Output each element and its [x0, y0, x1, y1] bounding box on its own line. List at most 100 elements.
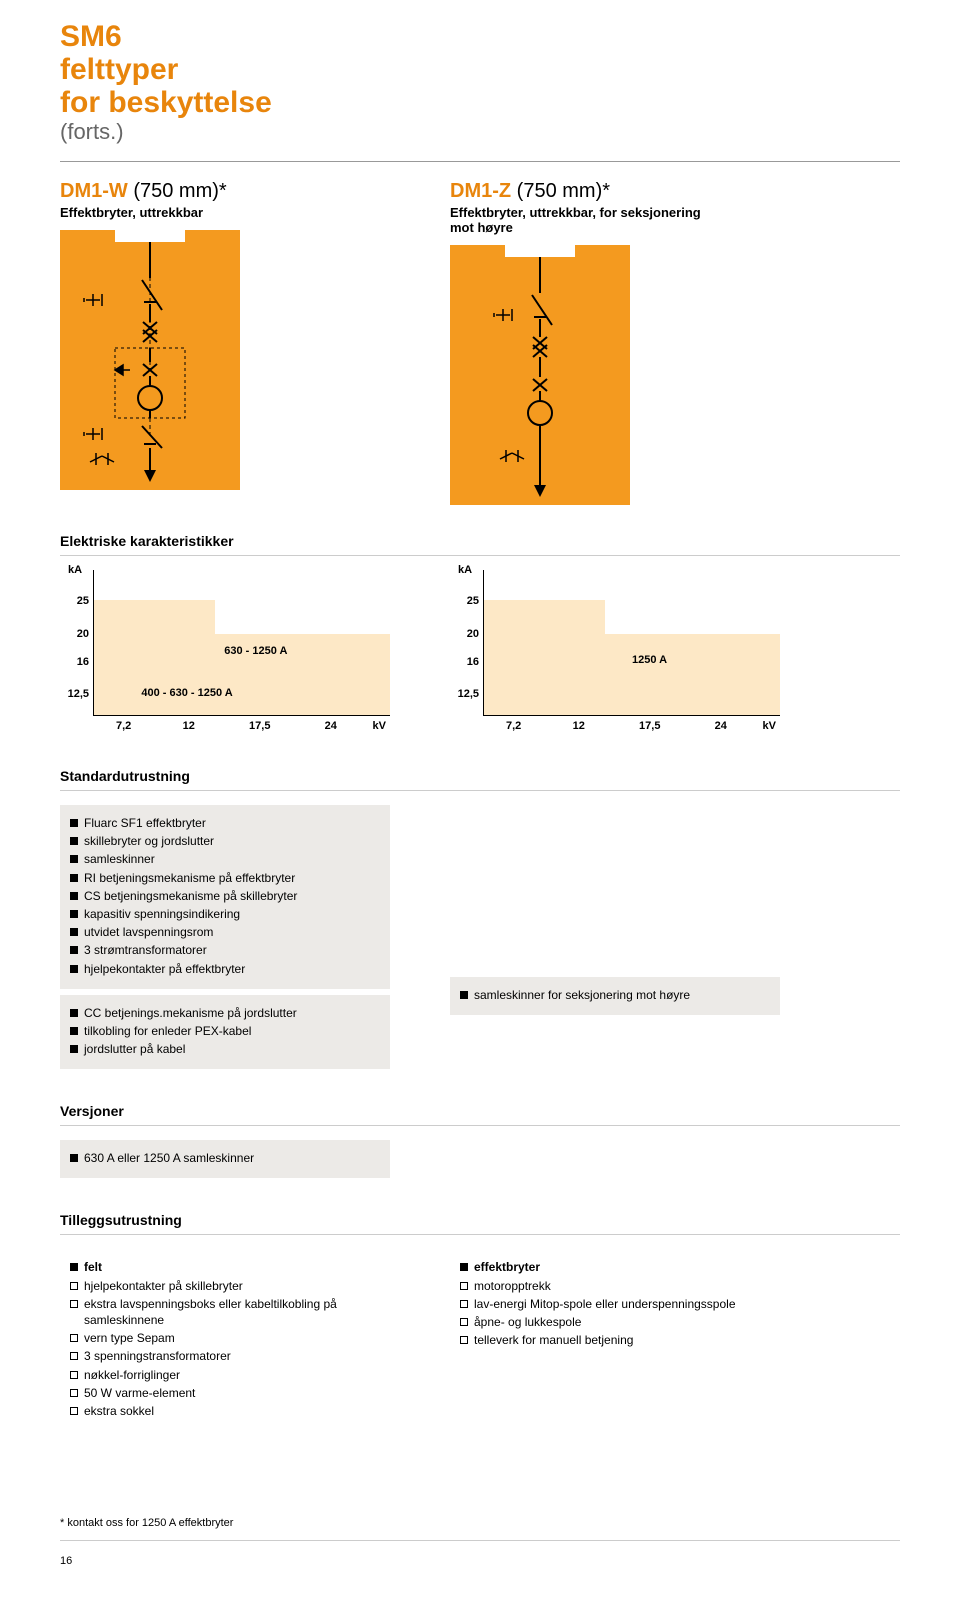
ytick: 16	[77, 656, 89, 668]
chart-region	[215, 693, 390, 715]
list-item-text: 3 spenningstransformatorer	[84, 1348, 231, 1364]
product-title: DM1-Z (750 mm)*	[450, 180, 780, 203]
bullet-hollow-icon	[70, 1334, 78, 1342]
list-item-text: kapasitiv spenningsindikering	[84, 906, 240, 922]
ytick: 25	[77, 595, 89, 607]
list-item: kapasitiv spenningsindikering	[70, 906, 380, 922]
bullet-filled-icon	[70, 837, 78, 845]
title-line2: felttyper	[60, 53, 900, 86]
list-item-text: samleskinner for seksjonering mot høyre	[474, 987, 690, 1003]
bullet-filled-icon	[70, 1009, 78, 1017]
page-header: SM6 felttyper for beskyttelse (forts.)	[60, 20, 900, 145]
chart-plot: 630 - 1250 A 400 - 630 - 1250 A	[94, 570, 390, 716]
bullet-filled-icon	[70, 1263, 78, 1271]
sect-versions: Versjoner	[60, 1103, 900, 1119]
chart-x-unit: kV	[373, 720, 386, 732]
product-spec: (750 mm)*	[128, 180, 227, 202]
list-item-text: nøkkel-forriglinger	[84, 1367, 180, 1383]
bullet-filled-icon	[70, 910, 78, 918]
rule-std	[60, 790, 900, 791]
list-item: Fluarc SF1 effektbryter	[70, 815, 380, 831]
list-item-text: motoropptrekk	[474, 1278, 551, 1294]
rule-versions	[60, 1125, 900, 1126]
bullet-filled-icon	[70, 965, 78, 973]
list-item-text: 630 A eller 1250 A samleskinner	[84, 1150, 254, 1166]
list-item: felt	[70, 1259, 380, 1275]
list-item-text: jordslutter på kabel	[84, 1041, 185, 1057]
list-item: 630 A eller 1250 A samleskinner	[70, 1150, 380, 1166]
list-item-text: hjelpekontakter på effektbryter	[84, 961, 245, 977]
rule-top	[60, 161, 900, 162]
list-item: hjelpekontakter på effektbryter	[70, 961, 380, 977]
list-item: ekstra sokkel	[70, 1403, 380, 1419]
list-item-text: telleverk for manuell betjening	[474, 1332, 633, 1348]
list-item-text: CS betjeningsmekanisme på skillebryter	[84, 888, 297, 904]
list-item: RI betjeningsmekanisme på effektbryter	[70, 870, 380, 886]
std-right: samleskinner for seksjonering mot høyre	[450, 805, 780, 1075]
bullet-hollow-icon	[460, 1336, 468, 1344]
list-item: vern type Sepam	[70, 1330, 380, 1346]
diagram-dm1z	[450, 245, 630, 505]
list-item-text: hjelpekontakter på skillebryter	[84, 1278, 243, 1294]
list-item: hjelpekontakter på skillebryter	[70, 1278, 380, 1294]
product-col-dm1z: DM1-Z (750 mm)* Effektbryter, uttrekkbar…	[450, 180, 780, 505]
std-row: Fluarc SF1 effektbryter skillebryter og j…	[60, 805, 900, 1075]
product-spec: (750 mm)*	[511, 180, 610, 202]
list-item-text: CC betjenings.mekanisme på jordslutter	[84, 1005, 297, 1021]
product-title: DM1-W (750 mm)*	[60, 180, 390, 203]
list-item-text: skillebryter og jordslutter	[84, 833, 214, 849]
product-code: DM1-W	[60, 180, 128, 202]
rule-foot	[60, 1540, 900, 1541]
list-item: skillebryter og jordslutter	[70, 833, 380, 849]
bullet-hollow-icon	[70, 1282, 78, 1290]
ytick: 20	[77, 628, 89, 640]
bullet-hollow-icon	[70, 1371, 78, 1379]
list-item-text: RI betjeningsmekanisme på effektbryter	[84, 870, 295, 886]
versions-left: 630 A eller 1250 A samleskinner	[60, 1140, 390, 1184]
sect-electrical: Elektriske karakteristikker	[60, 533, 900, 549]
std-left: Fluarc SF1 effektbryter skillebryter og j…	[60, 805, 390, 1075]
xtick: 24	[715, 720, 727, 732]
list-item-text: samleskinner	[84, 851, 155, 867]
chart-region	[484, 600, 605, 715]
list-item-text: 3 strømtransformatorer	[84, 942, 207, 958]
list-item: CC betjenings.mekanisme på jordslutter	[70, 1005, 380, 1021]
versions-list: 630 A eller 1250 A samleskinner	[60, 1140, 390, 1178]
charts-row: kA 25 20 16 12,5 630 - 1250 A 400 - 630 …	[60, 570, 900, 740]
ytick: 12,5	[68, 688, 89, 700]
title-line1: SM6	[60, 20, 900, 53]
list-item-text: ekstra sokkel	[84, 1403, 154, 1419]
extra-row: felt hjelpekontakter på skillebryter ekstr…	[60, 1249, 900, 1437]
bullet-filled-icon	[70, 1027, 78, 1035]
list-item: 50 W varme-element	[70, 1385, 380, 1401]
bullet-filled-icon	[70, 928, 78, 936]
bullet-hollow-icon	[70, 1300, 78, 1308]
chart-dm1z: kA 25 20 16 12,5 1250 A 7,2 12 17,5 24 k…	[450, 570, 780, 740]
std-main-list: Fluarc SF1 effektbryter skillebryter og j…	[60, 805, 390, 989]
bullet-filled-icon	[70, 1154, 78, 1162]
list-item-text: effektbryter	[474, 1259, 540, 1275]
list-item-text: åpne- og lukkespole	[474, 1314, 581, 1330]
xtick: 7,2	[116, 720, 131, 732]
page-number: 16	[60, 1555, 900, 1567]
bullet-filled-icon	[70, 819, 78, 827]
chart-region	[605, 634, 780, 715]
bullet-hollow-icon	[460, 1282, 468, 1290]
list-item: lav-energi Mitop-spole eller underspenni…	[460, 1296, 770, 1312]
product-code: DM1-Z	[450, 180, 511, 202]
sect-std: Standardutrustning	[60, 768, 900, 784]
ytick: 12,5	[458, 688, 479, 700]
bullet-hollow-icon	[70, 1352, 78, 1360]
list-item-text: Fluarc SF1 effektbryter	[84, 815, 206, 831]
bullet-filled-icon	[70, 855, 78, 863]
list-item-text: 50 W varme-element	[84, 1385, 195, 1401]
list-item: åpne- og lukkespole	[460, 1314, 770, 1330]
ytick: 25	[467, 595, 479, 607]
list-item-text: utvidet lavspenningsrom	[84, 924, 213, 940]
std-right-list: samleskinner for seksjonering mot høyre	[450, 977, 780, 1015]
bullet-filled-icon	[460, 1263, 468, 1271]
rule-extra	[60, 1234, 900, 1235]
product-col-dm1w: DM1-W (750 mm)* Effektbryter, uttrekkbar	[60, 180, 390, 505]
spacer	[450, 805, 780, 977]
chart-plot: 1250 A	[484, 570, 780, 716]
